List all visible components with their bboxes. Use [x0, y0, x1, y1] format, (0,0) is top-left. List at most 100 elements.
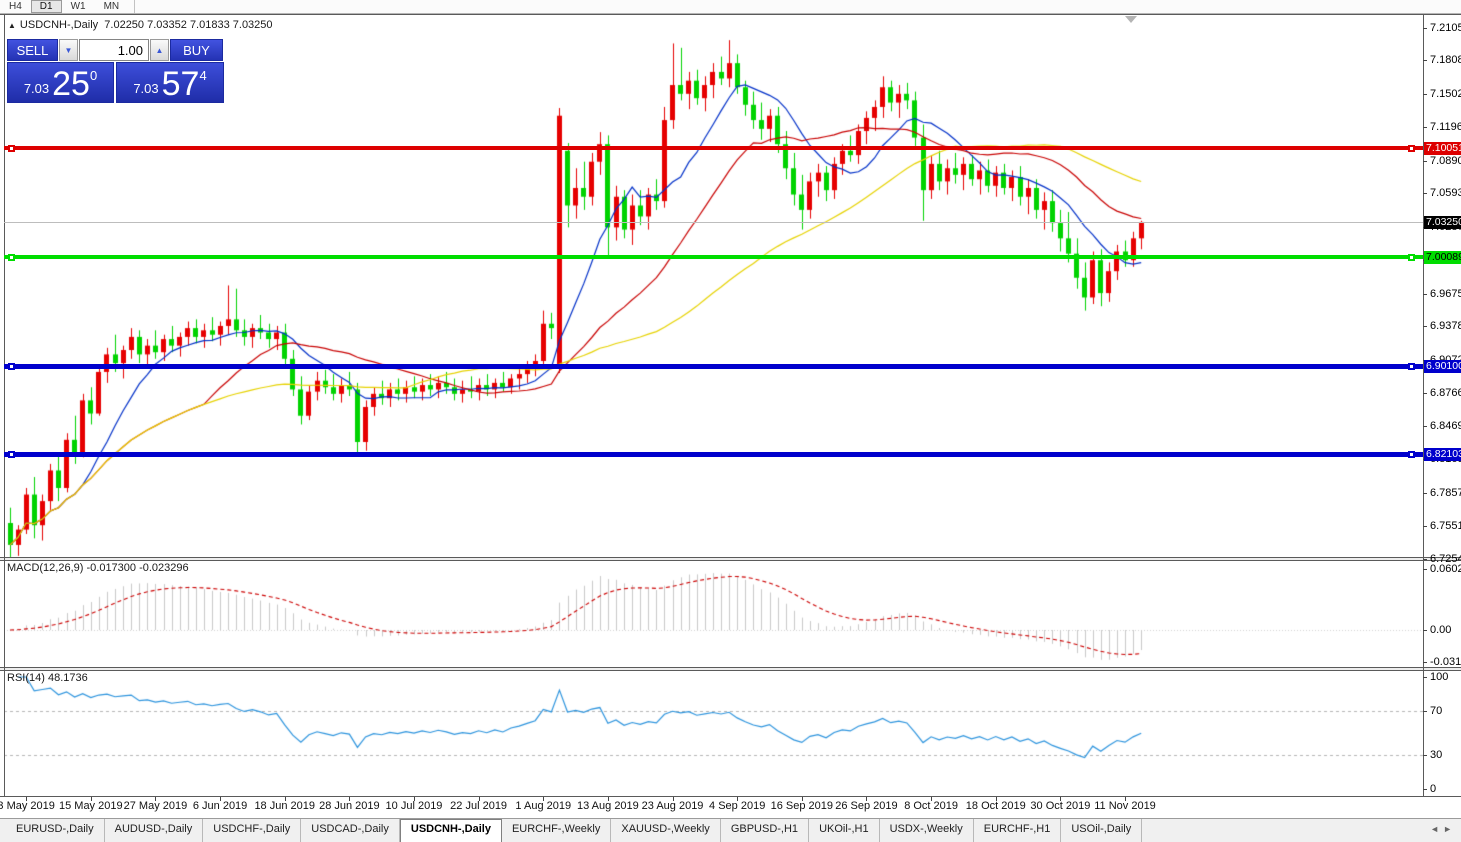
panel-divider[interactable] — [0, 558, 1461, 560]
chart-tab-gbpusd-h1[interactable]: GBPUSD-,H1 — [721, 819, 810, 842]
hline-anchor-resistance-line[interactable] — [1408, 144, 1415, 152]
chart-tab-eurusd-daily[interactable]: EURUSD-,Daily — [6, 819, 105, 842]
price-axis-label: 6.72540 — [1430, 552, 1461, 565]
hline-anchor-support-line-2[interactable] — [1408, 362, 1415, 370]
date-axis: 3 May 2019 15 May 2019 27 May 2019 6 Jun 20… — [0, 797, 1461, 818]
hline-anchor-support-line-2[interactable] — [8, 362, 15, 370]
chart-tab-audusd-daily[interactable]: AUDUSD-,Daily — [105, 819, 204, 842]
sell-price-button[interactable]: 7.03 25 0 — [7, 62, 114, 103]
price-axis-label: 7.21050 — [1430, 21, 1461, 34]
toolbar-separator — [134, 0, 136, 13]
hline-anchor-support-line[interactable] — [8, 253, 15, 261]
date-axis-label: 1 Aug 2019 — [515, 800, 572, 812]
date-axis-tick — [91, 797, 92, 801]
chart-tab-bar: EURUSD-,Daily AUDUSD-,Daily USDCHF-,Daily U… — [0, 818, 1461, 842]
rsi-scale-label: 30 — [1430, 749, 1443, 762]
rsi-scale-label: 70 — [1430, 704, 1443, 717]
tab-scroll-arrows: ◄► — [1430, 824, 1456, 834]
open-value: 7.02250 — [104, 19, 145, 31]
date-axis-label: 16 Sep 2019 — [770, 800, 834, 812]
price-axis-tick — [1423, 28, 1427, 29]
timeframe-button-mn[interactable]: MN — [103, 1, 120, 12]
date-axis-label: 28 Jun 2019 — [319, 800, 380, 812]
price-axis-tick — [1423, 127, 1427, 128]
high-value: 7.03352 — [147, 19, 187, 31]
price-axis-label: 7.08900 — [1430, 154, 1461, 167]
date-axis-tick — [1125, 797, 1126, 801]
price-axis-border — [1423, 14, 1424, 796]
chart-tab-usdchf-daily[interactable]: USDCHF-,Daily — [203, 819, 302, 842]
low-value: 7.01833 — [189, 19, 230, 31]
chart-tab-usdcnh-daily[interactable]: USDCNH-,Daily — [399, 819, 502, 842]
hline-anchor-support-line[interactable] — [1408, 253, 1415, 261]
price-badge-7.03250: 7.03250 — [1424, 215, 1461, 229]
date-axis-label: 3 May 2019 — [0, 800, 55, 812]
timeframe-button-w1[interactable]: W1 — [70, 1, 86, 12]
date-axis-label: 18 Oct 2019 — [965, 800, 1026, 812]
sell-price-big: 25 — [52, 65, 90, 103]
hline-current-price-line[interactable] — [4, 221, 1423, 223]
date-axis-label: 22 Jul 2019 — [450, 800, 508, 812]
date-axis-label: 13 Aug 2019 — [577, 800, 639, 812]
volume-increase-button[interactable]: ▲ — [150, 39, 169, 61]
price-axis-label: 7.15020 — [1430, 87, 1461, 100]
macd-indicator-canvas[interactable] — [4, 560, 1423, 667]
timeframe-button-h4[interactable]: H4 — [9, 1, 22, 12]
price-axis-label: 6.96750 — [1430, 287, 1461, 300]
hline-support-line[interactable] — [4, 255, 1423, 260]
date-axis-tick — [673, 797, 674, 801]
date-axis-tick — [608, 797, 609, 801]
date-axis-label: 23 Aug 2019 — [641, 800, 704, 812]
buy-price-prefix: 7.03 — [133, 81, 159, 96]
date-axis-label: 18 Jun 2019 — [254, 800, 315, 812]
trade-panel-toggle-icon[interactable]: ▲ — [8, 21, 16, 30]
buy-button[interactable]: BUY — [170, 39, 223, 61]
sell-price-pip: 0 — [89, 68, 98, 83]
price-axis-tick — [1423, 193, 1427, 194]
price-axis-label: 6.75510 — [1430, 520, 1461, 533]
timeframe-button-d1[interactable]: D1 — [30, 0, 62, 13]
chart-tab-usdx-weekly[interactable]: USDX-,Weekly — [880, 819, 974, 842]
date-axis-tick — [802, 797, 803, 801]
volume-input[interactable] — [79, 39, 149, 61]
rsi-scale-tick — [1423, 789, 1427, 790]
chart-tab-eurchf-h1[interactable]: EURCHF-,H1 — [974, 819, 1062, 842]
sell-button[interactable]: SELL — [7, 39, 58, 61]
hline-anchor-support-line-3[interactable] — [1408, 450, 1415, 458]
main-chart-canvas[interactable] — [4, 14, 1423, 557]
hline-support-line-2[interactable] — [4, 363, 1423, 369]
tab-scroll-right-icon[interactable]: ► — [1443, 824, 1456, 834]
chart-tab-eurchf-weekly[interactable]: EURCHF-,Weekly — [502, 819, 612, 842]
hline-resistance-line[interactable] — [4, 146, 1423, 150]
rsi-indicator-canvas[interactable] — [4, 670, 1423, 796]
volume-decrease-button[interactable]: ▼ — [59, 39, 78, 61]
price-badge-6.90100: 6.90100 — [1424, 359, 1461, 373]
price-axis-tick — [1423, 493, 1427, 494]
tab-scroll-left-icon[interactable]: ◄ — [1430, 824, 1444, 834]
chart-tab-usdcad-daily[interactable]: USDCAD-,Daily — [301, 819, 400, 842]
date-axis-label: 11 Nov 2019 — [1094, 800, 1156, 812]
chart-tab-xauusd-weekly[interactable]: XAUUSD-,Weekly — [611, 819, 721, 842]
hline-support-line-3[interactable] — [4, 451, 1423, 457]
macd-panel-bottom-border — [0, 667, 1461, 668]
chart-tab-ukoil-h1[interactable]: UKOil-,H1 — [809, 819, 880, 842]
chart-shift-marker[interactable] — [1125, 16, 1137, 23]
date-axis-tick — [866, 797, 867, 801]
hline-anchor-support-line-3[interactable] — [8, 450, 15, 458]
chart-tab-usoil-daily[interactable]: USOil-,Daily — [1061, 819, 1143, 842]
buy-price-button[interactable]: 7.03 57 4 — [116, 62, 224, 103]
price-axis-label: 6.84690 — [1430, 419, 1461, 432]
main-panel-bottom-border — [0, 557, 1461, 558]
price-axis-tick — [1423, 60, 1427, 61]
date-axis-label: 15 May 2019 — [58, 800, 123, 812]
rsi-scale-tick — [1423, 755, 1427, 756]
buy-price-pip: 4 — [199, 68, 207, 83]
hline-anchor-resistance-line[interactable] — [8, 144, 15, 152]
chart-ohlc-title: ▲ USDCNH-,Daily 7.02250 7.03352 7.01833 7… — [8, 19, 273, 31]
macd-scale-tick — [1423, 630, 1427, 631]
date-axis-label: 26 Sep 2019 — [835, 800, 898, 812]
macd-scale-label: -0.031725 — [1430, 656, 1461, 669]
main-panel-top-border — [0, 14, 1461, 15]
panel-divider[interactable] — [0, 668, 1461, 670]
rsi-scale-label: 0 — [1430, 783, 1437, 795]
